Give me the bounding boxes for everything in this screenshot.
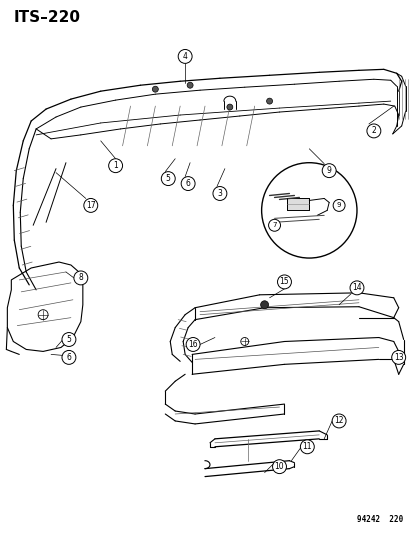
Circle shape	[272, 459, 286, 474]
Circle shape	[226, 104, 232, 110]
Circle shape	[391, 350, 405, 365]
Text: 17: 17	[86, 201, 95, 210]
Circle shape	[266, 98, 272, 104]
Text: 5: 5	[166, 174, 170, 183]
Text: 5: 5	[66, 335, 71, 344]
Text: 10: 10	[274, 462, 284, 471]
Circle shape	[187, 82, 192, 88]
Text: 9: 9	[326, 166, 331, 175]
Circle shape	[161, 172, 175, 185]
Circle shape	[277, 275, 291, 289]
Text: 94242  220: 94242 220	[356, 515, 403, 524]
Text: 6: 6	[185, 179, 190, 188]
Circle shape	[83, 198, 97, 212]
Text: 12: 12	[334, 416, 343, 425]
Text: 2: 2	[370, 126, 375, 135]
Circle shape	[178, 50, 192, 63]
Circle shape	[366, 124, 380, 138]
Text: 14: 14	[351, 284, 361, 293]
Text: 6: 6	[66, 353, 71, 362]
Circle shape	[260, 301, 268, 309]
Circle shape	[181, 176, 195, 190]
Text: 13: 13	[393, 353, 403, 362]
Text: 9: 9	[336, 203, 341, 208]
Polygon shape	[287, 198, 309, 211]
Text: 1: 1	[113, 161, 118, 170]
Circle shape	[321, 164, 335, 177]
Circle shape	[349, 281, 363, 295]
Text: ITS–220: ITS–220	[13, 10, 80, 25]
Text: 8: 8	[78, 273, 83, 282]
Circle shape	[108, 159, 122, 173]
Circle shape	[74, 271, 88, 285]
Text: 16: 16	[188, 340, 197, 349]
Circle shape	[332, 199, 344, 212]
Circle shape	[62, 350, 76, 365]
Text: 7: 7	[272, 222, 276, 228]
Circle shape	[331, 414, 345, 428]
Text: 11: 11	[302, 442, 311, 451]
Circle shape	[268, 219, 280, 231]
Text: 3: 3	[217, 189, 222, 198]
Circle shape	[62, 333, 76, 346]
Circle shape	[186, 337, 199, 351]
Text: 15: 15	[279, 277, 289, 286]
Text: 4: 4	[182, 52, 187, 61]
Circle shape	[212, 187, 226, 200]
Circle shape	[300, 440, 313, 454]
Circle shape	[152, 86, 158, 92]
Circle shape	[261, 163, 356, 258]
